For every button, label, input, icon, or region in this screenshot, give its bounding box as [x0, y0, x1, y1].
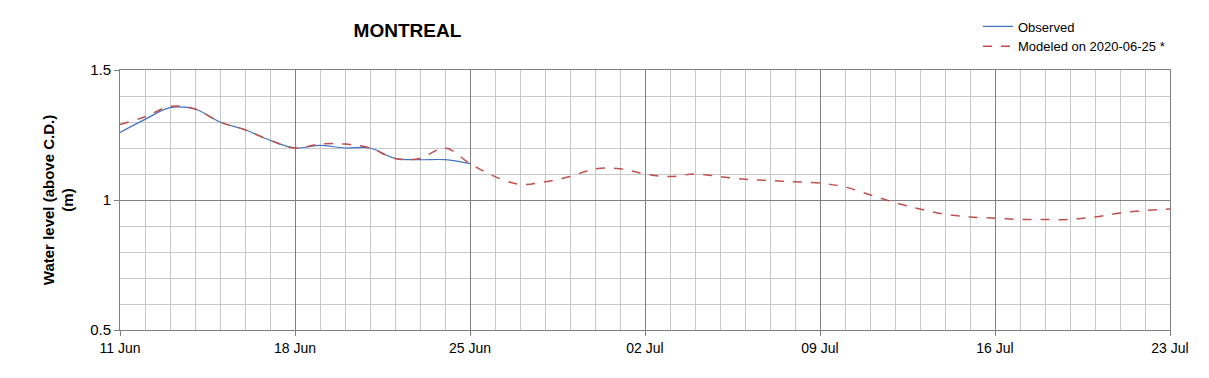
svg-text:25 Jun: 25 Jun: [449, 340, 491, 356]
svg-text:16 Jul: 16 Jul: [976, 340, 1013, 356]
svg-text:11 Jun: 11 Jun: [100, 340, 141, 356]
svg-text:18 Jun: 18 Jun: [274, 340, 316, 356]
svg-text:Modeled on 2020-06-25 *: Modeled on 2020-06-25 *: [1018, 39, 1165, 54]
svg-text:09 Jul: 09 Jul: [801, 340, 838, 356]
svg-text:0.5: 0.5: [90, 321, 111, 338]
svg-text:1.5: 1.5: [90, 61, 111, 78]
svg-text:Observed: Observed: [1018, 20, 1074, 35]
svg-text:Water level (above C.D.)(m): Water level (above C.D.)(m): [40, 115, 77, 285]
svg-text:02 Jul: 02 Jul: [626, 340, 663, 356]
svg-text:1: 1: [103, 191, 111, 208]
svg-text:23 Jul: 23 Jul: [1151, 340, 1188, 356]
svg-text:MONTREAL: MONTREAL: [354, 20, 462, 41]
